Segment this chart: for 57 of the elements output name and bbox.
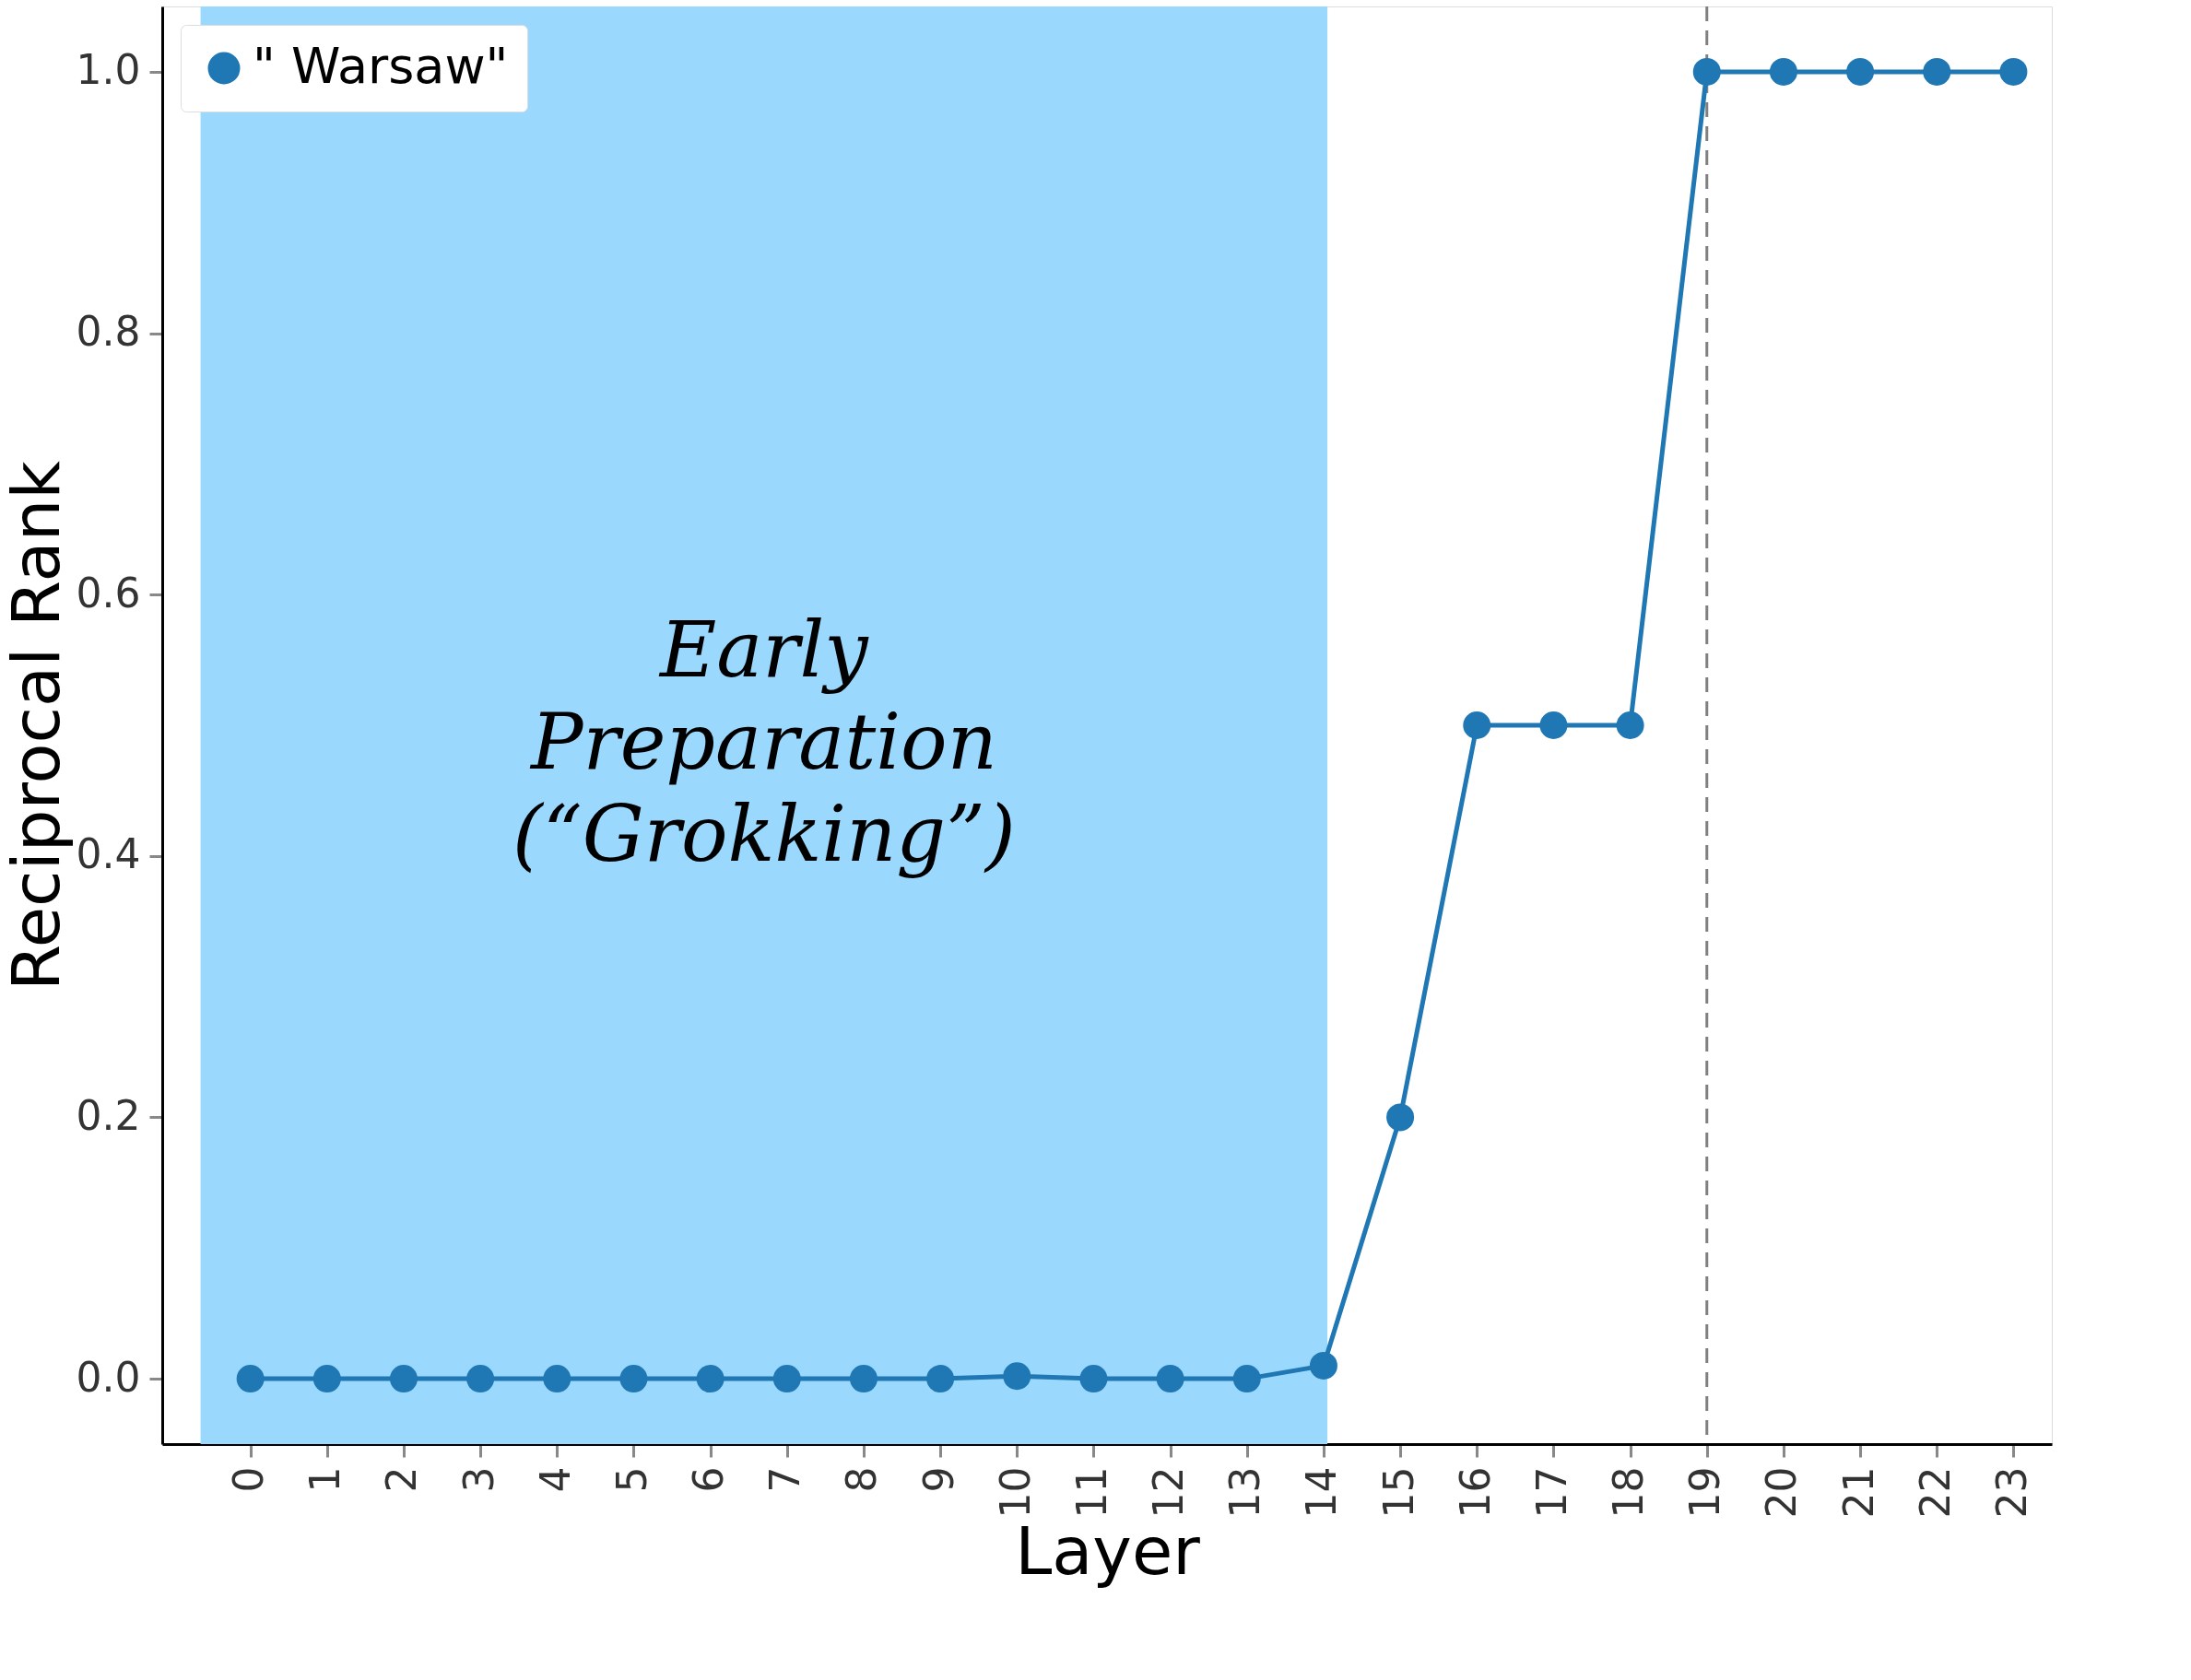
- x-tick-label: 20: [1758, 1466, 1806, 1519]
- x-tick-label: 1: [301, 1466, 349, 1493]
- point: [1309, 1351, 1337, 1380]
- point: [1463, 711, 1491, 739]
- x-tick-label: 5: [607, 1466, 655, 1493]
- point: [1692, 57, 1721, 86]
- point: [772, 1365, 801, 1393]
- point: [389, 1365, 418, 1393]
- y-tick-label: 1.0: [76, 46, 141, 94]
- point: [1156, 1365, 1184, 1393]
- point: [1999, 57, 2028, 86]
- point: [1923, 57, 1951, 86]
- x-tick-label: 15: [1374, 1466, 1422, 1519]
- y-tick-label: 0.6: [76, 569, 141, 617]
- x-tick-label: 22: [1911, 1466, 1959, 1519]
- x-tick-label: 7: [761, 1466, 809, 1493]
- point: [926, 1365, 955, 1393]
- point: [849, 1365, 878, 1393]
- band-label: Early Preparation (“Grokking”): [512, 605, 1016, 879]
- point: [1539, 711, 1568, 739]
- legend-label: " Warsaw": [253, 37, 509, 95]
- y-tick-label: 0.8: [76, 308, 141, 356]
- point: [1003, 1362, 1031, 1391]
- point: [1386, 1103, 1415, 1132]
- x-tick-label: 10: [991, 1466, 1039, 1519]
- x-tick-label: 8: [838, 1466, 886, 1493]
- y-tick-label: 0.0: [76, 1353, 141, 1401]
- x-tick-label: 9: [914, 1466, 962, 1493]
- y-tick-label: 0.4: [76, 830, 141, 878]
- x-tick-label: 21: [1834, 1466, 1882, 1519]
- x-tick-label: 18: [1605, 1466, 1653, 1519]
- x-tick-label: 16: [1451, 1466, 1499, 1519]
- point: [543, 1365, 571, 1393]
- x-tick-label: 13: [1221, 1466, 1269, 1519]
- x-tick-label: 17: [1527, 1466, 1575, 1519]
- x-tick-label: 14: [1298, 1466, 1346, 1519]
- point: [1232, 1365, 1261, 1393]
- point: [312, 1365, 341, 1393]
- x-tick-label: 3: [454, 1466, 502, 1493]
- point: [466, 1365, 495, 1393]
- point: [1079, 1365, 1108, 1393]
- x-tick-label: 19: [1681, 1466, 1729, 1519]
- point: [236, 1365, 265, 1393]
- y-tick-label: 0.2: [76, 1091, 141, 1139]
- x-tick-label: 12: [1145, 1466, 1193, 1519]
- point: [1846, 57, 1875, 86]
- x-tick-label: 0: [225, 1466, 273, 1493]
- x-tick-label: 4: [531, 1466, 579, 1493]
- point: [696, 1365, 724, 1393]
- x-tick-label: 2: [378, 1466, 426, 1493]
- y-axis-title: Reciprocal Rank: [0, 460, 75, 991]
- point: [619, 1365, 648, 1393]
- x-tick-label: 6: [685, 1466, 733, 1493]
- point: [1769, 57, 1797, 86]
- x-tick-label: 23: [1987, 1466, 2035, 1519]
- x-tick-label: 11: [1067, 1466, 1115, 1519]
- point: [1616, 711, 1644, 739]
